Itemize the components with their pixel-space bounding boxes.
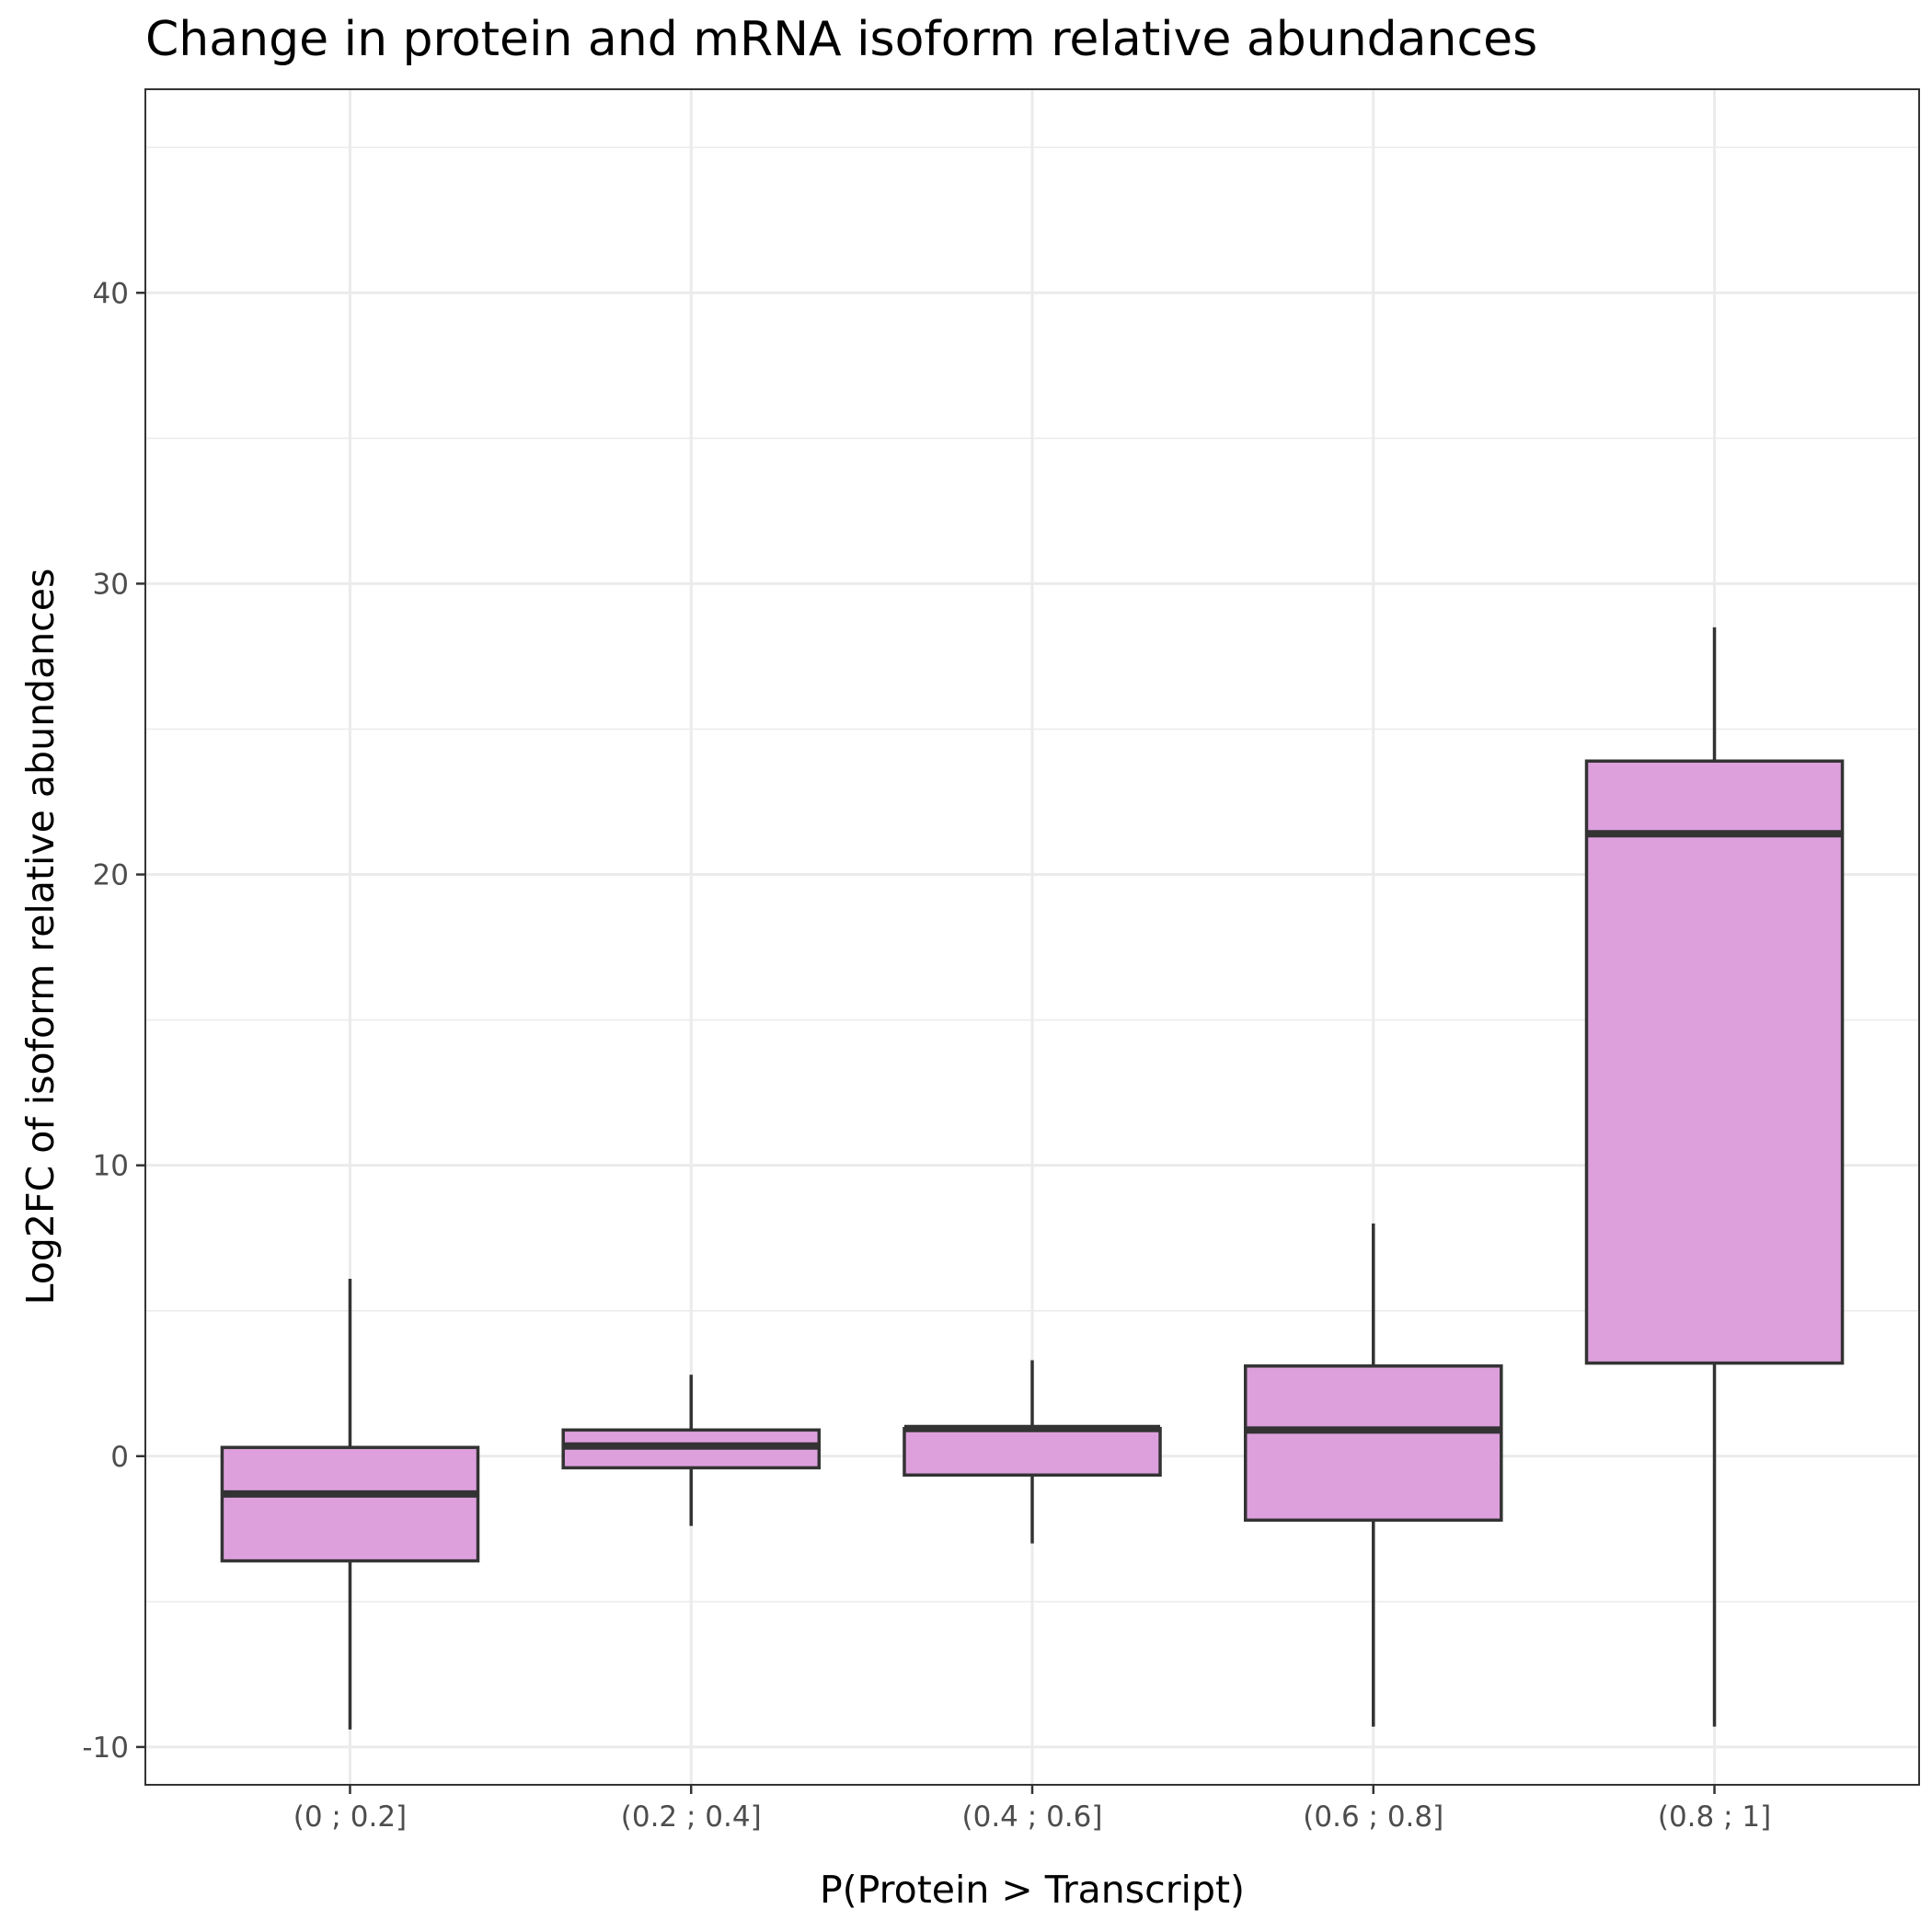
x-tick-label: (0.2 ; 0.4] bbox=[621, 1800, 762, 1834]
x-tick-label: (0.6 ; 0.8] bbox=[1303, 1800, 1443, 1834]
box-3 bbox=[903, 1360, 1162, 1544]
y-axis: -10 0 10 20 30 40 bbox=[82, 277, 145, 1765]
y-tick-label: 30 bbox=[93, 568, 129, 601]
iqr-box bbox=[1584, 759, 1845, 1365]
chart-title: Change in protein and mRNA isoform relat… bbox=[145, 12, 1537, 67]
x-tick-label: (0.8 ; 1] bbox=[1658, 1800, 1771, 1834]
box-2 bbox=[561, 1374, 822, 1526]
box-1 bbox=[220, 1278, 480, 1730]
box-4 bbox=[1243, 1223, 1503, 1727]
x-tick-label: (0.4 ; 0.6] bbox=[962, 1800, 1103, 1834]
y-tick-label: 0 bbox=[110, 1441, 129, 1474]
box-series bbox=[220, 627, 1845, 1730]
x-axis-title: P(Protein > Transcript) bbox=[820, 1868, 1245, 1912]
y-tick-label: 40 bbox=[93, 277, 129, 310]
y-tick-label: 20 bbox=[93, 859, 129, 892]
iqr-box bbox=[220, 1445, 480, 1563]
x-axis: (0 ; 0.2] (0.2 ; 0.4] (0.4 ; 0.6] (0.6 ; 0.… bbox=[293, 1785, 1771, 1834]
y-tick-label: 10 bbox=[93, 1150, 129, 1183]
box-5 bbox=[1584, 627, 1845, 1727]
y-axis-title: Log2FC of isoform relative abundances bbox=[18, 569, 63, 1305]
iqr-box bbox=[1243, 1364, 1503, 1523]
x-tick-label: (0 ; 0.2] bbox=[293, 1800, 407, 1834]
y-tick-label: -10 bbox=[82, 1731, 129, 1765]
iqr-box bbox=[903, 1426, 1162, 1478]
